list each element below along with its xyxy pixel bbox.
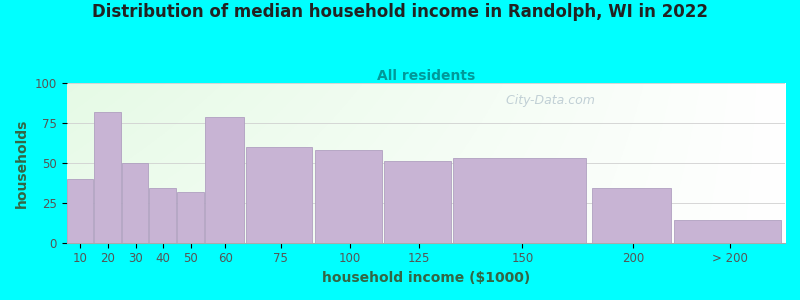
Bar bbox=[454, 158, 586, 243]
Bar bbox=[674, 220, 781, 243]
X-axis label: household income ($1000): household income ($1000) bbox=[322, 271, 530, 285]
Bar bbox=[246, 147, 313, 243]
Bar bbox=[66, 179, 93, 243]
Bar bbox=[94, 112, 121, 243]
Bar bbox=[384, 161, 450, 243]
Bar bbox=[150, 188, 176, 243]
Bar bbox=[591, 188, 671, 243]
Bar bbox=[205, 116, 245, 243]
Y-axis label: households: households bbox=[15, 118, 29, 208]
Bar bbox=[177, 192, 203, 243]
Bar bbox=[122, 163, 148, 243]
Text: Distribution of median household income in Randolph, WI in 2022: Distribution of median household income … bbox=[92, 3, 708, 21]
Bar bbox=[315, 150, 382, 243]
Title: All residents: All residents bbox=[377, 69, 475, 83]
Text: City-Data.com: City-Data.com bbox=[498, 94, 594, 107]
